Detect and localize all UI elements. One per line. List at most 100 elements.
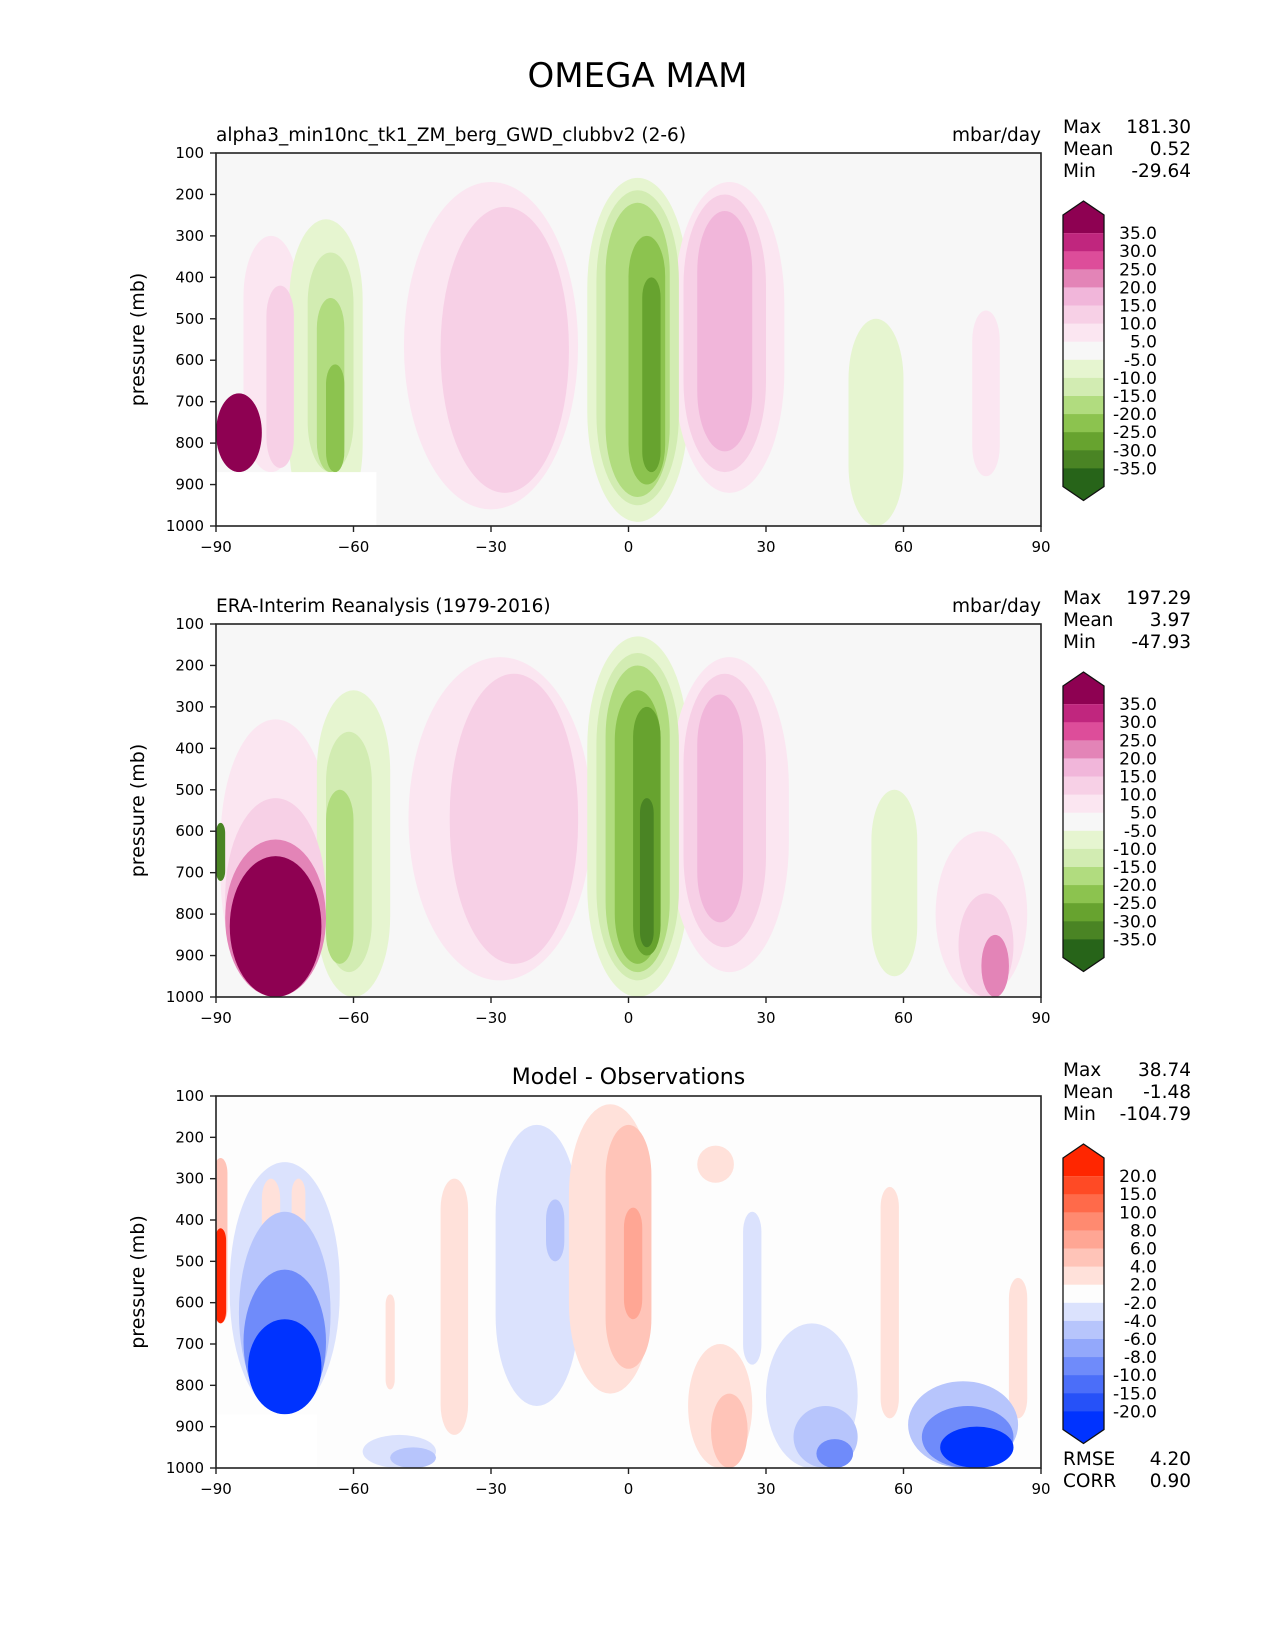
colorbar-segment (1063, 740, 1104, 759)
y-tick-label: 300 (175, 698, 204, 716)
x-tick-label: 0 (624, 538, 634, 556)
colorbar-tick-label: 15.0 (1119, 1185, 1157, 1205)
colorbar-segment (1063, 233, 1104, 252)
colorbar-tick-label: 35.0 (1119, 224, 1157, 244)
stat-label: Mean (1063, 1082, 1113, 1103)
y-axis-label: pressure (mb) (127, 273, 149, 407)
stat-label: Max (1063, 588, 1101, 609)
contour-region (848, 318, 904, 526)
y-tick-label: 600 (175, 822, 204, 840)
y-tick-label: 200 (175, 185, 204, 203)
contour-region (697, 211, 753, 452)
stat-label: Max (1063, 117, 1101, 138)
x-tick-label: −90 (200, 1009, 232, 1027)
x-tick-label: 90 (1031, 538, 1050, 556)
stat-value: -1.48 (1143, 1082, 1191, 1103)
colorbar-tick-label: 20.0 (1119, 749, 1157, 769)
colorbar-tick-label: 10.0 (1119, 1203, 1157, 1223)
contour-region (216, 1228, 227, 1324)
stat-label: Max (1063, 1060, 1101, 1081)
metric-value: 0.90 (1150, 1471, 1191, 1492)
contour-fills (216, 177, 1000, 526)
contour-region (1008, 1277, 1028, 1419)
y-tick-label: 700 (175, 393, 204, 411)
y-tick-label: 700 (175, 1335, 204, 1353)
colorbar-tick-label: -25.0 (1113, 894, 1157, 914)
contour-region (326, 364, 345, 473)
y-tick-label: 900 (175, 947, 204, 965)
colorbar-segment (1063, 758, 1104, 777)
contour-region (229, 856, 322, 997)
colorbar-segment (1063, 287, 1104, 306)
stat-value: 3.97 (1150, 610, 1191, 631)
x-tick-label: 90 (1031, 1009, 1050, 1027)
colorbar-segment (1063, 1339, 1104, 1358)
colorbar: 35.030.025.020.015.010.05.0-5.0-10.0-15.… (1062, 671, 1157, 973)
contour-region (642, 277, 661, 473)
colorbar-tick-label: -15.0 (1113, 858, 1157, 878)
contour-region (697, 1145, 734, 1183)
stat-label: Min (1063, 161, 1096, 182)
stat-label: Mean (1063, 139, 1113, 160)
colorbar-segment (1063, 1302, 1104, 1322)
colorbar-tick-label: -30.0 (1113, 912, 1157, 932)
x-tick-label: 30 (756, 538, 775, 556)
colorbar-segment (1063, 1393, 1104, 1412)
colorbar-tick-label: -35.0 (1113, 459, 1157, 479)
colorbar-extend-min (1063, 939, 1104, 972)
colorbar-tick-label: 6.0 (1130, 1240, 1157, 1260)
contour-region (639, 798, 654, 948)
y-tick-label: 800 (175, 1376, 204, 1394)
colorbar-segment (1063, 848, 1104, 868)
contour-region (546, 1199, 565, 1262)
contour-region (981, 934, 1009, 997)
contour-region (326, 789, 354, 964)
stat-label: Min (1063, 1104, 1096, 1125)
contour-region (711, 1393, 748, 1468)
colorbar-tick-label: 20.0 (1119, 278, 1157, 298)
colorbar-tick-label: -20.0 (1113, 876, 1157, 896)
contour-region (743, 1211, 762, 1365)
colorbar-segment (1063, 1320, 1104, 1340)
colorbar-tick-label: -20.0 (1113, 405, 1157, 425)
colorbar-segment (1063, 1176, 1104, 1195)
colorbar-tick-label: -10.0 (1113, 840, 1157, 860)
contour-region (266, 285, 294, 468)
contour-region (816, 1439, 854, 1468)
y-tick-label: 100 (175, 615, 204, 633)
x-tick-label: 90 (1031, 1480, 1050, 1498)
contour-region (623, 1207, 643, 1320)
colorbar-segment (1063, 704, 1104, 723)
colorbar-segment (1063, 269, 1104, 288)
stat-value: 181.30 (1126, 117, 1191, 138)
contour-region (248, 1319, 322, 1415)
x-tick-label: −90 (200, 1480, 232, 1498)
colorbar-segment (1063, 812, 1104, 832)
missing-data-mask (216, 1414, 317, 1468)
colorbar-outline (1062, 200, 1105, 502)
y-tick-label: 600 (175, 1294, 204, 1312)
colorbar-segment (1063, 794, 1104, 814)
colorbar-extend-min (1063, 468, 1104, 501)
y-tick-label: 500 (175, 781, 204, 799)
colorbar: 35.030.025.020.015.010.05.0-5.0-10.0-15.… (1062, 200, 1157, 502)
colorbar-tick-label: -2.0 (1124, 1294, 1157, 1314)
x-tick-label: −30 (475, 1480, 507, 1498)
panel-title: Model - Observations (512, 1065, 745, 1090)
y-axis-label: pressure (mb) (127, 744, 149, 878)
colorbar-tick-label: 5.0 (1130, 804, 1157, 824)
contour-region (495, 1124, 579, 1406)
colorbar-tick-label: 2.0 (1130, 1276, 1157, 1296)
y-tick-label: 300 (175, 227, 204, 245)
x-tick-label: 60 (894, 538, 913, 556)
x-tick-label: −30 (475, 538, 507, 556)
colorbar-segment (1063, 903, 1104, 922)
y-tick-label: 100 (175, 1087, 204, 1105)
colorbar-extend-max (1063, 672, 1104, 705)
colorbar-segment (1063, 1194, 1104, 1213)
colorbar-segment (1063, 359, 1104, 379)
colorbar-tick-label: 8.0 (1130, 1221, 1157, 1241)
colorbar-segment (1063, 396, 1104, 415)
